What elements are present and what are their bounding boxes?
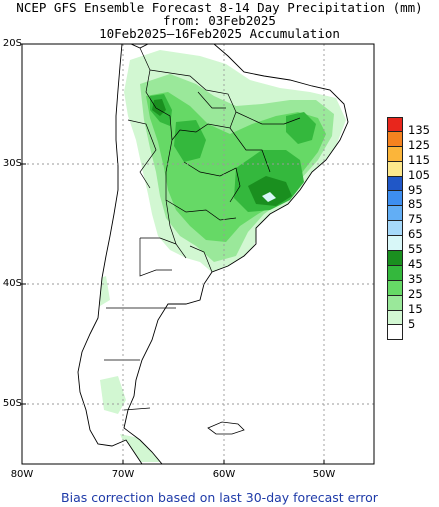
legend-swatch (387, 146, 403, 162)
graticule (22, 44, 374, 464)
legend-level-label: 95 (408, 182, 423, 197)
legend-swatch (387, 191, 403, 207)
legend-level-label: 35 (408, 271, 423, 286)
legend-swatch (387, 161, 403, 177)
legend-swatch (387, 236, 403, 252)
lon-label-50w: 50W (312, 469, 336, 480)
legend-swatch (387, 117, 403, 132)
legend-level-label: 125 (408, 137, 430, 152)
lon-label-70w: 70W (111, 469, 135, 480)
map-title-line2: from: 03Feb2025 (163, 13, 276, 28)
lon-label-80w: 80W (10, 469, 34, 480)
political-borders (104, 47, 301, 411)
falkland-islands (207, 421, 245, 435)
legend-swatch (387, 325, 403, 341)
map-title-line1: NCEP GFS Ensemble Forecast 8-14 Day Prec… (16, 0, 423, 15)
lat-label-20s: 20S (2, 38, 22, 49)
legend-level-label: 55 (408, 242, 423, 257)
lon-label-60w: 60W (212, 469, 236, 480)
legend-swatch (387, 206, 403, 222)
legend-level-label: 45 (408, 257, 423, 271)
precipitation-legend (387, 117, 403, 341)
legend-swatch (387, 221, 403, 237)
lat-label-40s: 40S (2, 278, 22, 289)
legend-level-label: 15 (408, 301, 423, 316)
axis-ticks (21, 43, 325, 464)
lat-label-50s: 50S (2, 398, 22, 409)
legend-level-label: 5 (408, 316, 416, 331)
legend-swatch (387, 310, 403, 326)
legend-swatch (387, 265, 403, 281)
legend-level-label: 75 (408, 212, 423, 227)
legend-swatch (387, 251, 403, 266)
legend-level-label: 25 (408, 286, 423, 301)
map-title-line3: 10Feb2025–16Feb2025 Accumulation (99, 26, 340, 41)
lat-label-30s: 30S (2, 158, 22, 169)
bias-correction-note: Bias correction based on last 30-day for… (61, 490, 378, 505)
map-frame (21, 43, 375, 465)
legend-swatch (387, 295, 403, 311)
legend-level-label: 85 (408, 197, 423, 212)
legend-level-label: 135 (408, 122, 430, 137)
legend-swatch (387, 176, 403, 192)
legend-level-label: 115 (408, 152, 430, 167)
legend-level-label: 105 (408, 167, 430, 182)
legend-swatch (387, 280, 403, 296)
legend-swatch (387, 131, 403, 147)
legend-level-label: 65 (408, 227, 423, 242)
